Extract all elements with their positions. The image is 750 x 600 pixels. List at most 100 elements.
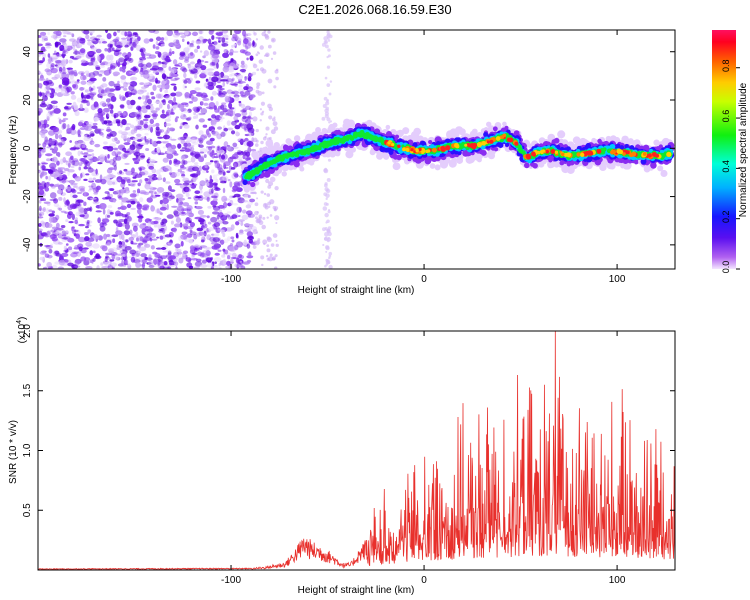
noise-speck bbox=[109, 158, 115, 166]
noise-speck bbox=[128, 57, 134, 63]
noise-speck bbox=[275, 239, 278, 242]
noise-speck bbox=[66, 127, 72, 134]
noise-speck bbox=[190, 152, 194, 156]
noise-speck bbox=[46, 116, 50, 122]
noise-speck bbox=[70, 188, 76, 193]
noise-speck bbox=[170, 138, 177, 141]
ridge-mark bbox=[413, 127, 422, 136]
noise-speck bbox=[71, 123, 76, 131]
noise-speck bbox=[43, 201, 51, 204]
noise-speck bbox=[241, 95, 247, 98]
noise-speck bbox=[216, 62, 219, 69]
noise-speck bbox=[191, 96, 198, 102]
noise-speck bbox=[121, 256, 124, 261]
noise-speck bbox=[267, 103, 272, 109]
noise-speck bbox=[73, 69, 78, 76]
noise-speck bbox=[267, 201, 272, 206]
noise-speck bbox=[63, 197, 66, 203]
noise-speck bbox=[45, 181, 50, 188]
noise-speck bbox=[70, 94, 77, 100]
noise-speck bbox=[216, 214, 220, 220]
noise-speck bbox=[216, 173, 220, 176]
noise-speck bbox=[269, 253, 273, 257]
ridge-mark bbox=[329, 151, 336, 158]
noise-speck bbox=[136, 203, 141, 208]
noise-speck bbox=[111, 234, 119, 238]
noise-speck bbox=[168, 259, 174, 263]
noise-speck bbox=[203, 154, 207, 158]
noise-speck bbox=[184, 56, 190, 61]
noise-speck bbox=[82, 75, 87, 81]
noise-speck bbox=[274, 185, 279, 191]
noise-speck bbox=[197, 209, 205, 215]
noise-speck bbox=[143, 82, 150, 86]
noise-speck bbox=[242, 209, 247, 214]
noise-speck bbox=[259, 119, 262, 122]
noise-speck bbox=[51, 110, 57, 114]
noise-speck bbox=[63, 232, 69, 235]
noise-speck bbox=[155, 130, 161, 137]
noise-speck bbox=[49, 148, 54, 151]
noise-speck bbox=[154, 191, 157, 195]
noise-speck bbox=[219, 153, 222, 160]
noise-speck bbox=[38, 107, 43, 114]
noise-speck bbox=[86, 51, 94, 56]
noise-speck bbox=[245, 151, 251, 157]
stray-speck bbox=[323, 202, 328, 206]
noise-speck bbox=[105, 123, 113, 127]
noise-speck bbox=[135, 44, 141, 51]
noise-speck bbox=[73, 185, 79, 188]
noise-speck bbox=[198, 112, 206, 116]
noise-speck bbox=[240, 60, 245, 66]
noise-speck bbox=[181, 173, 186, 177]
noise-speck bbox=[255, 128, 259, 133]
noise-speck bbox=[80, 62, 88, 67]
noise-speck bbox=[183, 124, 190, 129]
noise-speck bbox=[45, 77, 50, 82]
noise-speck bbox=[212, 205, 221, 211]
noise-speck bbox=[83, 178, 88, 181]
noise-speck bbox=[59, 38, 67, 43]
noise-speck bbox=[174, 261, 179, 267]
noise-speck bbox=[274, 69, 279, 74]
noise-speck bbox=[252, 229, 258, 235]
noise-speck bbox=[63, 168, 70, 172]
noise-speck bbox=[58, 259, 66, 266]
noise-speck bbox=[137, 251, 142, 254]
noise-speck bbox=[84, 109, 89, 113]
noise-speck bbox=[206, 196, 210, 202]
noise-speck bbox=[179, 51, 186, 57]
noise-speck bbox=[52, 126, 60, 133]
noise-speck bbox=[161, 218, 168, 224]
noise-speck bbox=[204, 68, 210, 76]
noise-speck bbox=[140, 155, 145, 158]
noise-speck bbox=[90, 235, 98, 239]
noise-speck bbox=[118, 189, 127, 194]
noise-speck bbox=[46, 90, 50, 94]
noise-speck bbox=[117, 253, 122, 256]
noise-speck bbox=[158, 211, 162, 215]
noise-speck bbox=[183, 142, 189, 148]
noise-speck bbox=[178, 235, 184, 242]
noise-speck bbox=[38, 53, 42, 57]
noise-speck bbox=[65, 161, 72, 166]
noise-speck bbox=[193, 48, 199, 53]
noise-speck bbox=[169, 72, 174, 78]
noise-speck bbox=[189, 229, 193, 233]
noise-speck bbox=[67, 211, 73, 216]
noise-speck bbox=[107, 92, 115, 98]
noise-speck bbox=[191, 166, 200, 172]
noise-speck bbox=[193, 266, 200, 269]
noise-speck bbox=[83, 107, 89, 113]
noise-speck bbox=[112, 147, 119, 150]
noise-speck bbox=[264, 33, 269, 39]
stray-speck bbox=[321, 116, 326, 121]
noise-speck bbox=[53, 146, 59, 152]
ridge-mark bbox=[621, 135, 629, 143]
noise-speck bbox=[149, 187, 157, 190]
noise-speck bbox=[149, 118, 155, 125]
noise-speck bbox=[162, 250, 168, 253]
noise-speck bbox=[106, 145, 114, 148]
noise-speck bbox=[213, 245, 220, 251]
stray-speck bbox=[324, 76, 328, 80]
